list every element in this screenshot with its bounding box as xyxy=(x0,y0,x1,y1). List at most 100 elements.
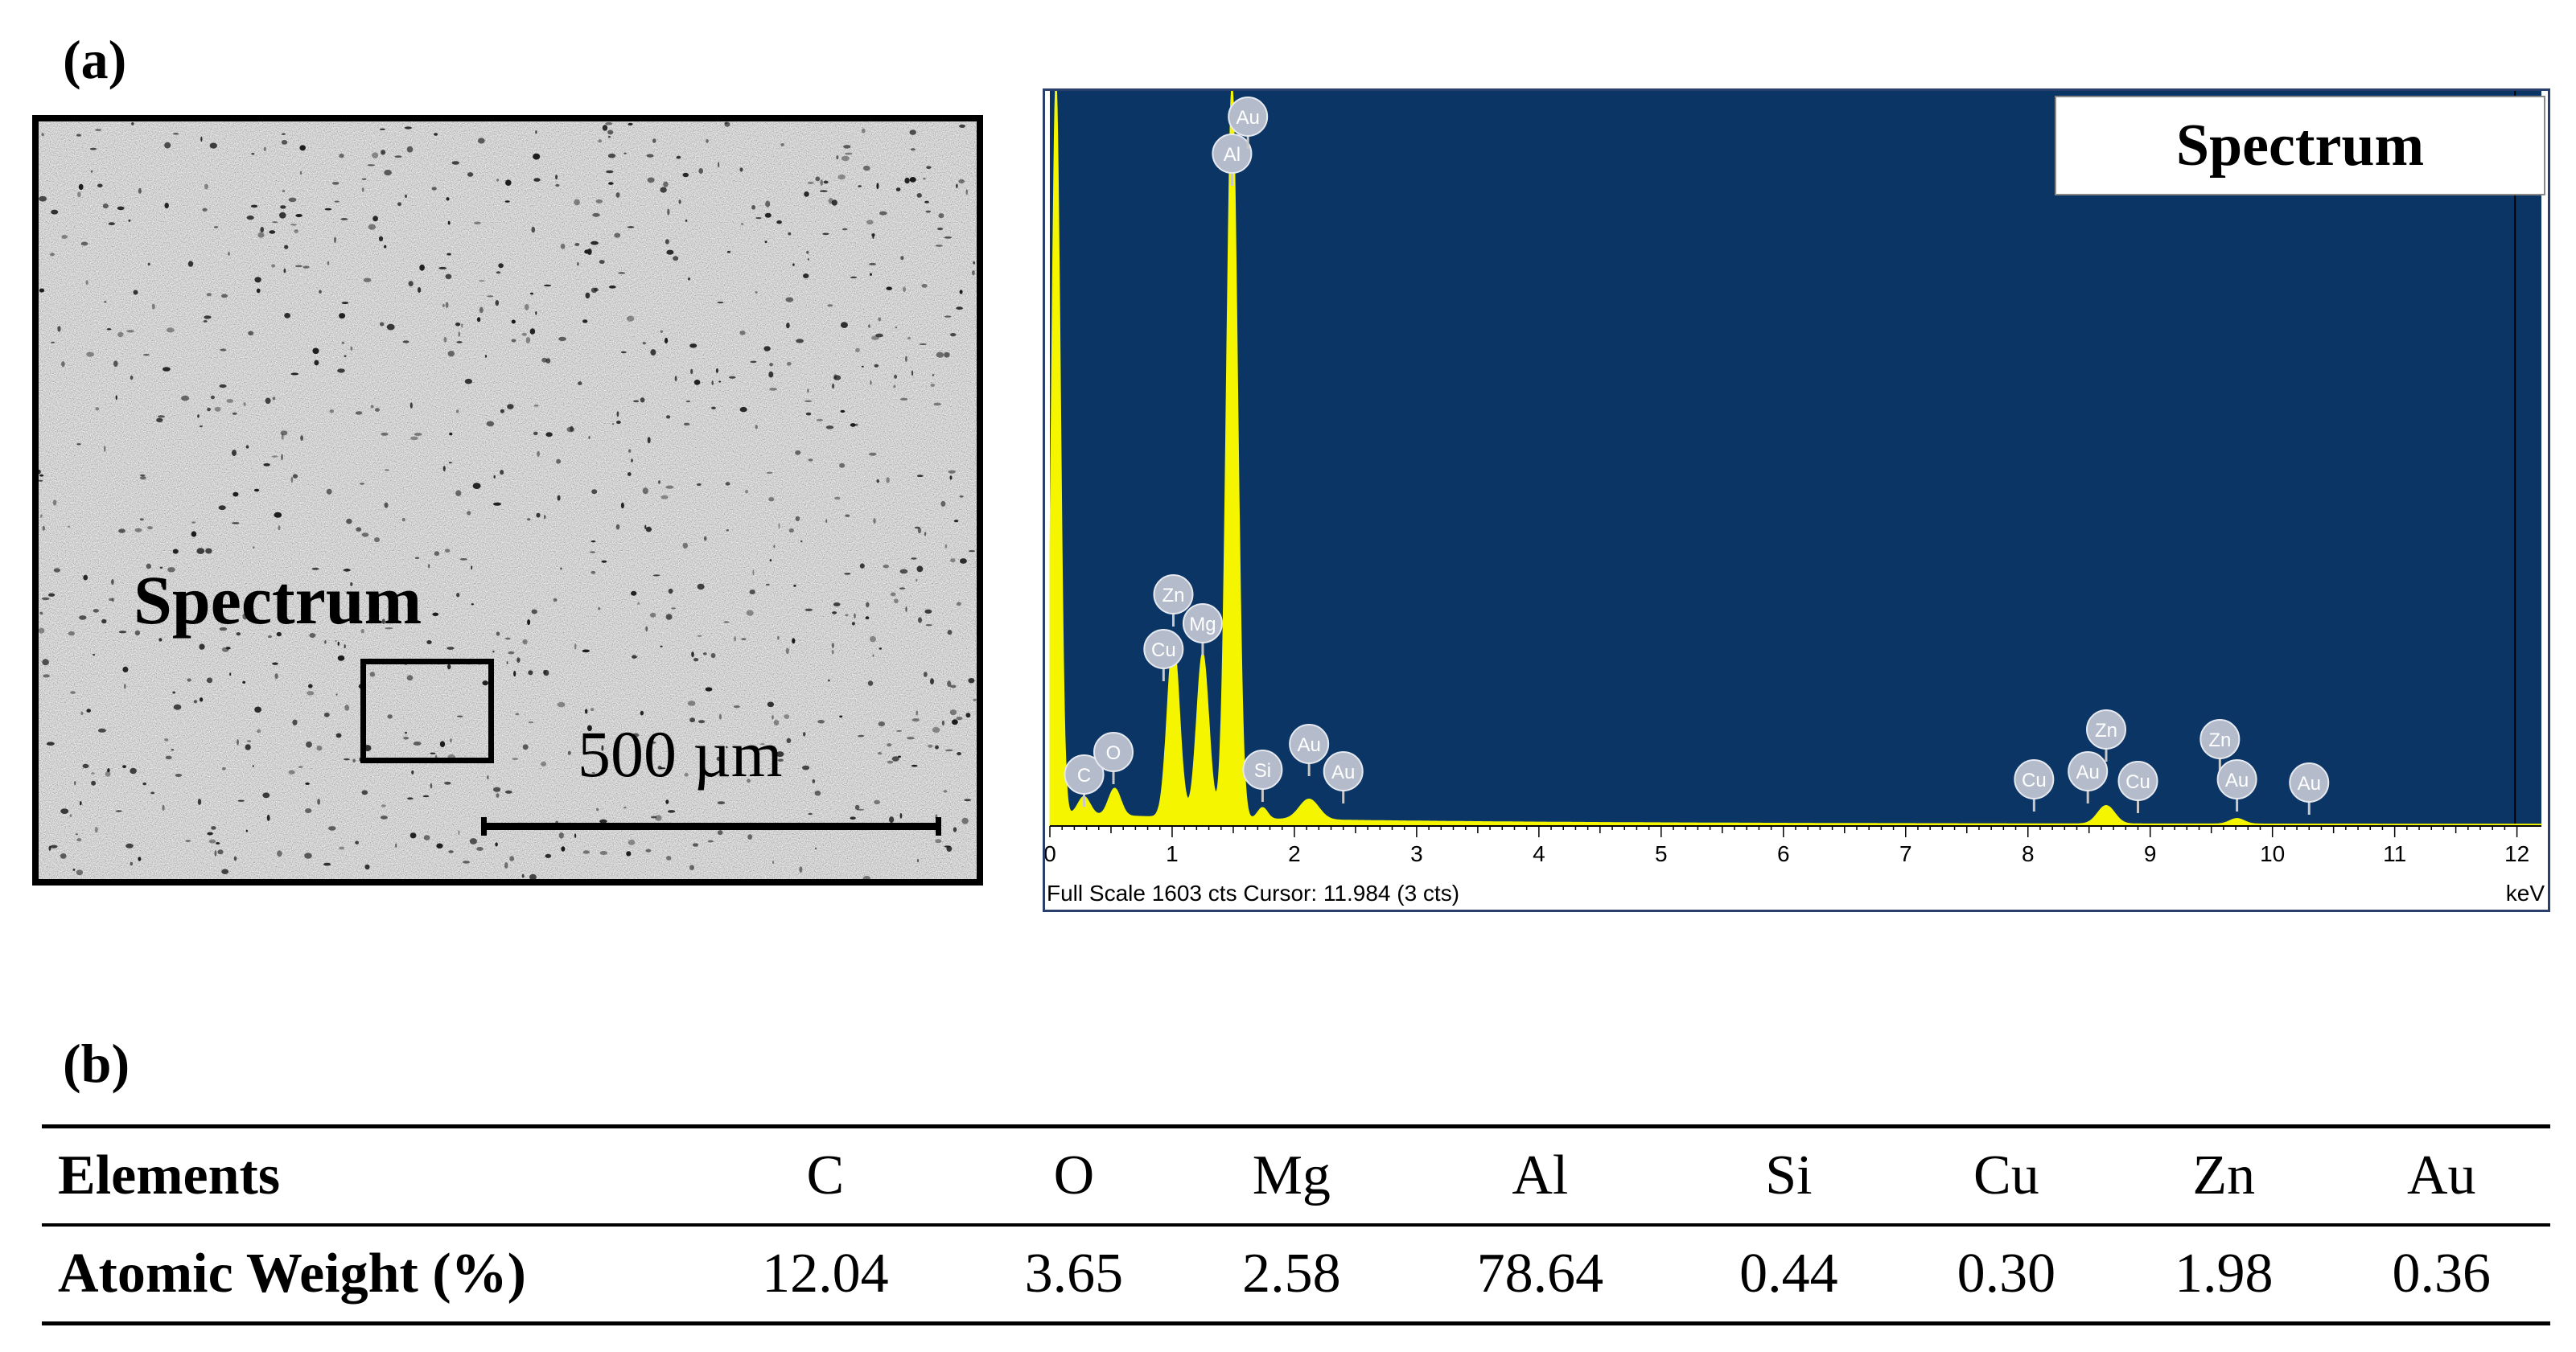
sem-speck xyxy=(528,670,533,676)
sem-speck xyxy=(143,354,150,356)
sem-speck xyxy=(647,437,651,444)
sem-speck xyxy=(48,593,56,597)
sem-speck xyxy=(874,799,880,805)
table-header-element: C xyxy=(806,1144,845,1206)
sem-speck xyxy=(815,176,821,182)
sem-speck xyxy=(665,614,673,620)
sem-speck xyxy=(666,856,672,861)
sem-speck xyxy=(40,514,43,518)
sem-speck xyxy=(642,487,648,495)
sem-speck xyxy=(384,502,389,508)
sem-speck xyxy=(544,515,546,520)
sem-speck xyxy=(402,340,409,343)
sem-speck xyxy=(236,632,241,636)
sem-speck xyxy=(608,285,616,289)
sem-speck xyxy=(78,183,84,191)
eds-footer-readout: Full Scale 1603 cts Cursor: 11.984 (3 ct… xyxy=(1047,881,1460,906)
sem-speck xyxy=(274,512,282,518)
peak-label-text: Au xyxy=(2225,770,2249,791)
sem-speck xyxy=(746,610,754,616)
sem-speck xyxy=(439,741,446,747)
sem-speck xyxy=(206,677,213,684)
sem-speck xyxy=(755,291,758,294)
sem-speck xyxy=(456,593,460,598)
sem-speck xyxy=(207,407,211,412)
sem-speck xyxy=(257,232,265,238)
sem-speck xyxy=(626,851,632,857)
sem-speck xyxy=(836,155,839,160)
sem-speck xyxy=(122,666,129,673)
sem-speck xyxy=(350,346,353,351)
sem-speck xyxy=(905,355,907,362)
sem-speck xyxy=(319,290,322,294)
sem-speck xyxy=(905,606,907,612)
sem-speck xyxy=(710,653,716,659)
sem-speck xyxy=(210,395,215,400)
sem-speck xyxy=(528,721,534,724)
sem-speck xyxy=(378,236,384,241)
sem-speck xyxy=(272,397,276,401)
sem-speck xyxy=(607,129,614,135)
sem-speck xyxy=(697,483,702,487)
sem-speck xyxy=(935,839,942,844)
sem-speck xyxy=(341,341,345,344)
sem-speck xyxy=(509,856,515,861)
sem-speck xyxy=(578,381,582,385)
sem-speck xyxy=(456,715,463,717)
sem-speck xyxy=(866,602,870,608)
sem-speck xyxy=(940,500,946,507)
sem-speck xyxy=(57,326,61,332)
sem-speck xyxy=(588,436,591,439)
sem-speck xyxy=(324,208,332,211)
sem-speck xyxy=(409,402,413,409)
sem-speck xyxy=(831,643,834,648)
peak-label-marker xyxy=(1289,724,1330,764)
sem-speck xyxy=(90,170,93,173)
sem-speck xyxy=(729,376,736,379)
sem-speck xyxy=(876,479,879,483)
sem-speck xyxy=(305,808,312,813)
sem-speck xyxy=(403,736,409,740)
sem-speck xyxy=(795,450,801,455)
sem-speck xyxy=(329,598,337,600)
sem-speck xyxy=(660,330,663,333)
sem-speck xyxy=(647,177,655,183)
sem-speck xyxy=(916,578,918,582)
sem-speck xyxy=(219,627,228,631)
sem-speck xyxy=(529,292,534,295)
sem-speck xyxy=(161,581,163,588)
sem-speck xyxy=(628,449,632,453)
sem-speck xyxy=(242,613,248,620)
sem-speck xyxy=(506,661,508,664)
sem-speck xyxy=(42,659,49,666)
composition-table: Elements C O Mg Al Si Cu Zn Au Atomic Weight (%… xyxy=(42,1124,2550,1325)
sem-speck xyxy=(290,476,294,483)
sem-speck xyxy=(785,647,789,655)
peak-label-text: Al xyxy=(1224,144,1241,166)
sem-speck xyxy=(352,758,356,763)
sem-speck xyxy=(409,832,417,839)
sem-speck xyxy=(422,795,430,798)
sem-speck xyxy=(350,582,353,586)
sem-speck xyxy=(139,476,146,480)
sem-speck xyxy=(851,622,855,626)
sem-speck xyxy=(698,168,703,174)
sem-speck xyxy=(493,502,501,506)
sem-speck xyxy=(894,598,899,604)
sem-speck xyxy=(272,662,278,665)
sem-speck xyxy=(973,261,975,265)
sem-speck xyxy=(225,647,231,650)
sem-speck xyxy=(869,262,876,265)
peak-label-marker xyxy=(2289,762,2330,803)
sem-speck xyxy=(645,526,652,532)
sem-speck xyxy=(493,475,496,479)
sem-speck xyxy=(434,551,440,557)
sem-speck xyxy=(805,412,812,416)
sem-speck xyxy=(504,790,512,794)
sem-speck xyxy=(76,838,82,842)
sem-speck xyxy=(95,129,101,132)
sem-speck xyxy=(218,505,226,511)
sem-speck xyxy=(219,384,227,388)
sem-speck xyxy=(299,145,307,151)
sem-speck xyxy=(627,226,635,228)
